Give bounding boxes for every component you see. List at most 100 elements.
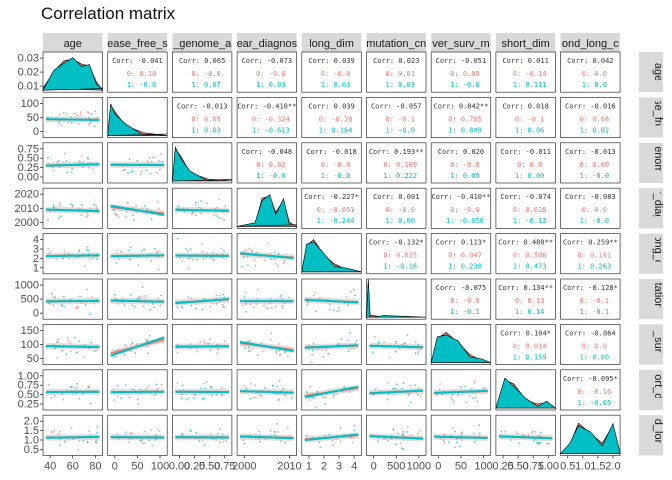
corr-group1: 0: -0.28 (319, 115, 353, 123)
scatter-point (181, 260, 184, 262)
scatter-point (150, 429, 153, 431)
scatter-point (131, 170, 134, 172)
scatter-point (313, 396, 315, 399)
scatter-point (180, 397, 183, 400)
scatter-point (332, 444, 334, 447)
scatter-point (397, 432, 400, 435)
scatter-point (57, 433, 60, 436)
scatter-point (257, 288, 259, 291)
scatter-point (143, 389, 146, 392)
scatter-point (394, 443, 397, 446)
scatter-point (223, 250, 225, 252)
corr-group2: 1: 0.0 (582, 81, 607, 89)
scatter-point (146, 345, 149, 348)
corr-group1: 0: 0.109 (383, 161, 417, 169)
scatter-point (248, 350, 250, 352)
corr-group2: 1: -0.0 (580, 172, 610, 180)
scatter-point (269, 253, 272, 256)
panel-frame (495, 414, 556, 456)
panel-7-2 (172, 369, 233, 411)
scatter-point (85, 215, 88, 218)
row-strip: enome (639, 142, 664, 183)
y-tick-label: 100 (21, 98, 39, 110)
scatter-point (374, 335, 376, 338)
y-tick-label: 3 (33, 244, 39, 256)
corr-group2: 1: 0.159 (513, 353, 547, 361)
scatter-point (192, 258, 195, 261)
scatter-point (88, 430, 90, 432)
panel-frame (560, 187, 621, 229)
corr-overall: Corr: 0.480** (498, 239, 553, 247)
panel-8-4 (301, 414, 362, 456)
scatter-point (438, 388, 441, 391)
scatter-point (93, 203, 96, 206)
corr-group1: 0: 0.014 (513, 342, 547, 350)
scatter-point (409, 385, 412, 387)
x-tick-label: 0.75 (522, 460, 543, 472)
scatter-point (251, 250, 254, 253)
scatter-point (410, 401, 412, 404)
scatter-point (59, 215, 62, 218)
scatter-point (216, 434, 219, 437)
scatter-point (66, 336, 69, 339)
scatter-point (256, 298, 259, 300)
scatter-point (161, 160, 163, 163)
corr-group1: 0: 0.0 (582, 342, 607, 350)
panel-frame (42, 187, 103, 229)
scatter-point (194, 204, 197, 206)
scatter-point (140, 250, 143, 253)
scatter-point (459, 386, 462, 389)
corr-group2: 1: -0.650 (446, 217, 484, 225)
corr-group2: 1: 0.03 (256, 81, 286, 89)
scatter-point (276, 393, 279, 396)
scatter-point (273, 258, 276, 261)
scatter-point (86, 441, 89, 444)
scatter-point (401, 387, 404, 390)
panel-7-8: Corr: -0.095* 0: -0.16 1: -0.05 (560, 369, 621, 411)
panel-6-7: Corr: 0.104* 0: 0.014 1: 0.159 (495, 324, 556, 365)
scatter-point (157, 250, 160, 253)
y-tick-label: 0.50 (18, 153, 39, 165)
panel-6-1 (107, 324, 168, 365)
panel-2-7: Corr: -0.011 0: 0.0 1: 0.00 (495, 142, 556, 184)
panel-frame (42, 278, 103, 320)
scatter-point (59, 202, 61, 205)
scatter-point (247, 346, 250, 349)
row-strip-bg (639, 188, 663, 229)
corr-group1: 0: -0.324 (252, 115, 290, 123)
scatter-point (76, 114, 79, 117)
corr-overall: Corr: -0.018 (306, 148, 357, 156)
scatter-point (461, 439, 463, 441)
scatter-point (216, 352, 219, 354)
panel-frame (560, 233, 621, 275)
scatter-point (253, 306, 255, 308)
panel-6-6 (430, 324, 492, 365)
column-strip: _genome_a (172, 33, 232, 52)
panel-frame (236, 278, 297, 320)
scatter-point (152, 156, 155, 159)
scatter-point (253, 259, 256, 261)
corr-group1: 0: -0.0 (321, 70, 351, 78)
scatter-point (201, 308, 204, 311)
scatter-point (157, 297, 160, 300)
scatter-point (395, 340, 397, 343)
scatter-point (331, 439, 333, 442)
scatter-point (200, 387, 203, 390)
row-strip: ong_dir (639, 233, 664, 274)
scatter-point (146, 207, 149, 210)
scatter-point (81, 392, 84, 395)
x-tick-label: 1.0 (575, 460, 590, 472)
scatter-point (246, 256, 249, 258)
scatter-point (55, 258, 57, 260)
scatter-point (323, 434, 326, 437)
scatter-point (129, 258, 132, 261)
scatter-point (123, 353, 126, 356)
y-tick-label: 0 (33, 308, 39, 320)
scatter-point (245, 310, 248, 313)
scatter-point (221, 433, 224, 436)
scatter-point (52, 304, 55, 307)
scatter-point (447, 441, 450, 443)
row-strip: age (639, 52, 664, 93)
scatter-point (259, 434, 262, 437)
panel-8-7 (495, 414, 556, 456)
